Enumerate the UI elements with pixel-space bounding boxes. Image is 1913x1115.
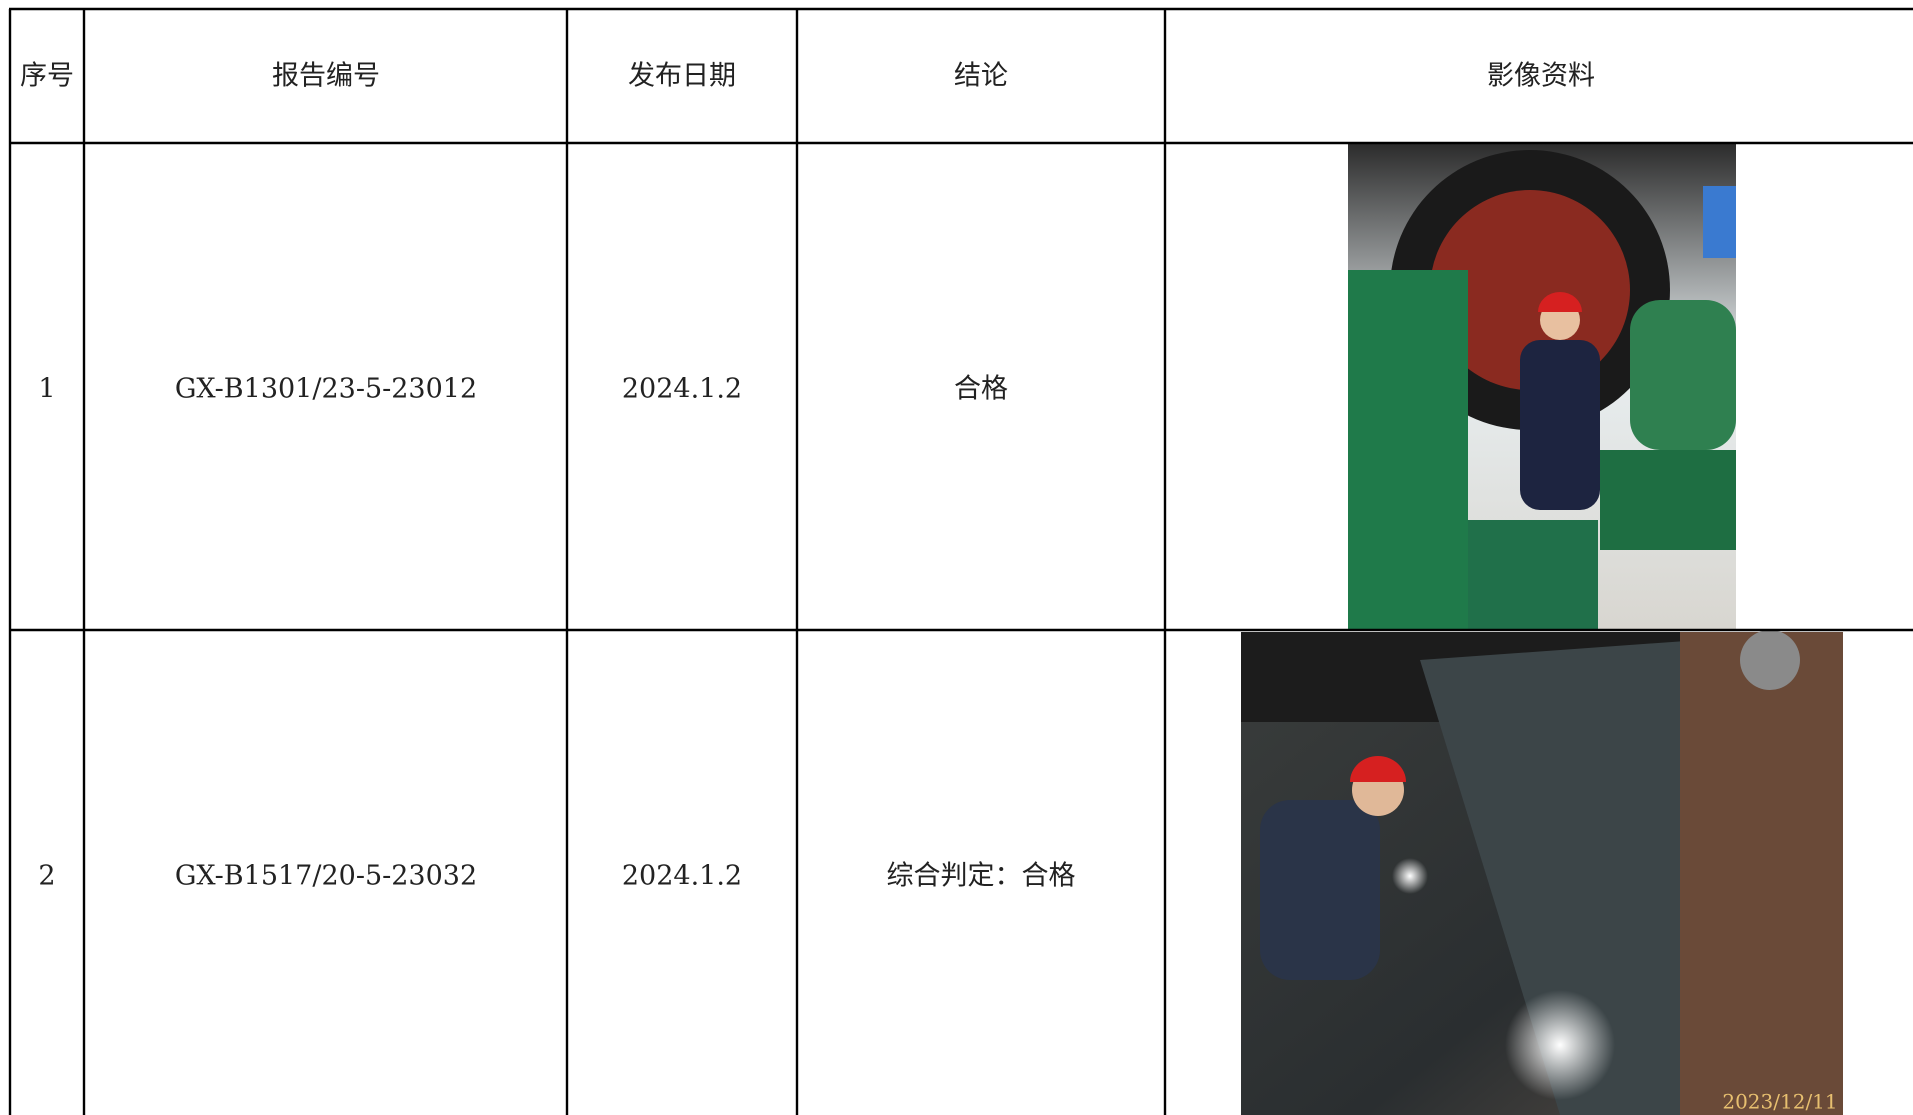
table-grid [8,7,1913,1115]
header-cell: 报告编号 [272,61,380,92]
photo-2: 2023/12/11 [1241,630,1843,1115]
cell: 1 [38,374,55,405]
cell: 合格 [954,374,1008,405]
cell: 2024.1.2 [622,861,742,892]
photo-1 [1348,144,1736,629]
header-cell: 结论 [954,61,1008,92]
row-2: 2 GX-B1517/20-5-23032 2024.1.2 综合判定：合格 [38,861,1075,892]
cell: 2024.1.2 [622,374,742,405]
cell: GX-B1301/23-5-23012 [175,374,477,405]
row-1: 1 GX-B1301/23-5-23012 2024.1.2 合格 [38,374,1008,405]
cell: 2 [38,861,55,892]
photo-stamp: 2023/12/11 [1722,1090,1837,1114]
header: 序号 报告编号 发布日期 结论 影像资料 [20,61,1595,92]
cell: 综合判定：合格 [887,861,1076,892]
header-cell: 发布日期 [628,61,736,92]
header-cell: 影像资料 [1487,61,1595,92]
header-cell: 序号 [20,61,74,92]
cell: GX-B1517/20-5-23032 [175,861,477,892]
